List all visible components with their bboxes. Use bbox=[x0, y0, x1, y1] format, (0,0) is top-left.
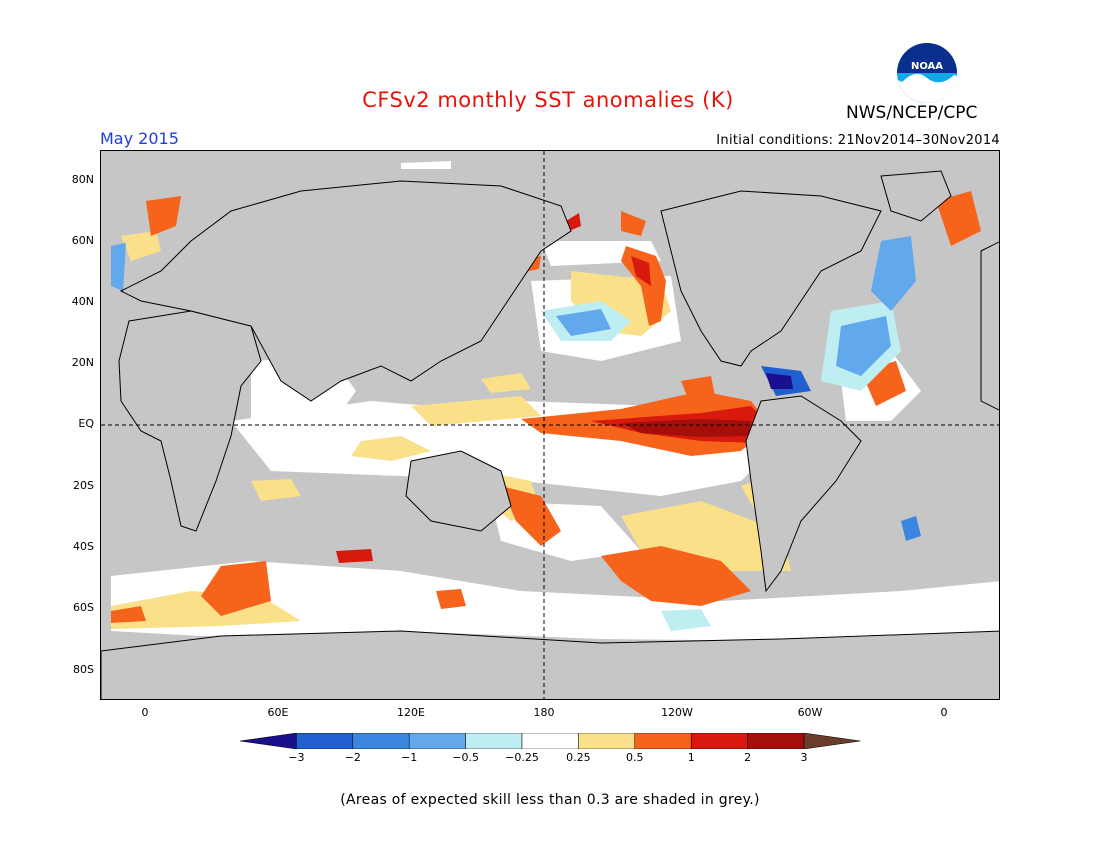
colorbar-swatch bbox=[803, 732, 861, 750]
colorbar-swatch bbox=[634, 732, 692, 750]
noaa-logo: NOAA bbox=[896, 42, 958, 104]
lat-label: 20S bbox=[73, 479, 94, 492]
colorbar-tick-label: −0.5 bbox=[452, 751, 479, 764]
lon-label: 0 bbox=[940, 706, 948, 719]
colorbar-swatch bbox=[521, 732, 579, 750]
lon-label: 120E bbox=[397, 706, 425, 719]
lat-label: 40S bbox=[73, 540, 94, 553]
lon-label: 0 bbox=[141, 706, 149, 719]
colorbar-swatch bbox=[465, 732, 523, 750]
colorbar-swatch bbox=[239, 732, 297, 750]
lon-label: 60E bbox=[267, 706, 289, 719]
colorbar-tick-label: −1 bbox=[401, 751, 418, 764]
colorbar-swatch bbox=[578, 732, 636, 750]
lat-label: 40N bbox=[71, 295, 94, 308]
forecast-month: May 2015 bbox=[100, 129, 179, 148]
sst-anomaly-map bbox=[100, 150, 1000, 700]
lon-label: 60W bbox=[797, 706, 823, 719]
lon-label: 180 bbox=[533, 706, 555, 719]
colorbar-tick-label: 0.25 bbox=[566, 751, 591, 764]
skill-footnote: (Areas of expected skill less than 0.3 a… bbox=[340, 792, 760, 808]
anomaly-2-3-regions bbox=[621, 419, 753, 437]
colorbar-tick-label: 0.5 bbox=[626, 751, 644, 764]
svg-text:NOAA: NOAA bbox=[911, 61, 943, 72]
agency-label: NWS/NCEP/CPC bbox=[846, 103, 978, 123]
colorbar-swatch bbox=[352, 732, 410, 750]
colorbar-tick-label: −2 bbox=[344, 751, 361, 764]
lat-label: 60N bbox=[71, 234, 94, 247]
colorbar-tick-label: −0.25 bbox=[505, 751, 539, 764]
colorbar-tick-label: 1 bbox=[687, 751, 695, 764]
colorbar-tick-label: −3 bbox=[288, 751, 305, 764]
lat-label: 20N bbox=[71, 356, 94, 369]
colorbar-swatch bbox=[690, 732, 748, 750]
lat-label: 80S bbox=[73, 663, 94, 676]
lat-label: 60S bbox=[73, 601, 94, 614]
colorbar-swatch bbox=[408, 732, 466, 750]
lat-label: EQ bbox=[78, 417, 94, 430]
colorbar-swatch bbox=[296, 732, 354, 750]
colorbar bbox=[239, 732, 862, 753]
colorbar-swatch bbox=[747, 732, 805, 750]
continents bbox=[101, 170, 999, 699]
colorbar-tick-label: 2 bbox=[744, 751, 752, 764]
lon-label: 120W bbox=[661, 706, 693, 719]
chart-title: CFSv2 monthly SST anomalies (K) bbox=[362, 88, 734, 112]
initial-conditions: Initial conditions: 21Nov2014–30Nov2014 bbox=[716, 133, 1000, 148]
colorbar-tick-label: 3 bbox=[800, 751, 808, 764]
lat-label: 80N bbox=[71, 173, 94, 186]
